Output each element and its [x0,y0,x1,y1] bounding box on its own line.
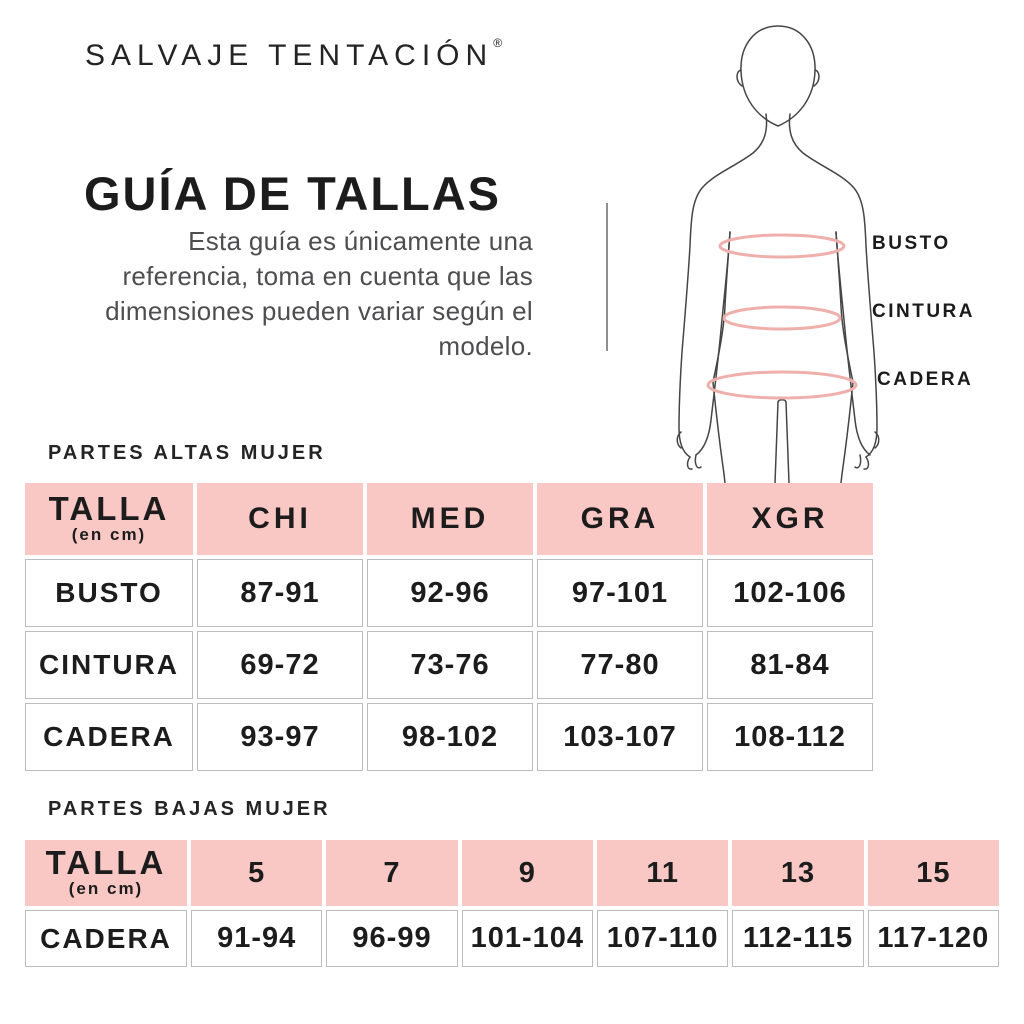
size-col-header-11: 11 [596,840,729,906]
table-row-cintura: CINTURA 69-72 73-76 77-80 81-84 [25,631,873,699]
size-range-cell: 103-107 [537,703,703,771]
table-header-row: TALLA (en cm) 5 7 9 11 13 15 [25,840,999,906]
size-col-header-med: MED [367,483,533,555]
measure-row-label: CADERA [25,910,187,967]
size-col-header-gra: GRA [537,483,703,555]
unit-label: (en cm) [68,879,144,898]
size-range-cell: 73-76 [367,631,533,699]
size-col-header-7: 7 [326,840,458,906]
guide-description: Esta guía es únicamente una referencia, … [105,226,533,361]
unit-label: (en cm) [71,525,147,544]
measure-row-label: CINTURA [25,631,193,699]
table-row-busto: BUSTO 87-91 92-96 97-101 102-106 [25,559,873,627]
hip-measure-line [706,370,858,400]
registered-mark: ® [493,36,503,50]
size-range-cell: 101-104 [461,910,593,967]
bust-label: BUSTO [872,233,951,254]
table-row-cadera: CADERA 93-97 98-102 103-107 108-112 [25,703,873,771]
size-range-cell: 92-96 [367,559,533,627]
talla-label: TALLA [45,844,167,881]
bust-measure-line [718,233,846,259]
size-col-header-15: 15 [867,840,999,906]
size-range-cell: 97-101 [537,559,703,627]
size-range-cell: 112-115 [732,910,864,967]
waist-label: CINTURA [872,301,975,322]
size-range-cell: 69-72 [197,631,363,699]
measure-row-label: BUSTO [25,559,193,627]
talla-label: TALLA [48,490,170,527]
talla-header-cell: TALLA (en cm) [25,840,187,906]
size-range-cell: 93-97 [197,703,363,771]
talla-header-cell: TALLA (en cm) [25,483,193,555]
upper-parts-table-title: PARTES ALTAS MUJER [48,442,326,464]
size-range-cell: 117-120 [867,910,999,967]
lower-parts-table-title: PARTES BAJAS MUJER [48,798,331,820]
size-range-cell: 102-106 [707,559,873,627]
size-col-header-chi: CHI [197,483,363,555]
measure-row-label: CADERA [25,703,193,771]
size-col-header-5: 5 [191,840,323,906]
size-range-cell: 91-94 [191,910,323,967]
size-col-header-xgr: XGR [707,483,873,555]
table-row-cadera: CADERA 91-94 96-99 101-104 107-110 112-1… [25,910,999,967]
brand-logo: SALVAJE TENTACIÓN® [85,36,502,73]
size-range-cell: 87-91 [197,559,363,627]
size-range-cell: 81-84 [707,631,873,699]
female-body-outline-icon [676,25,880,484]
body-outline [676,25,880,484]
upper-parts-size-table: TALLA (en cm) CHI MED GRA XGR BUSTO 87-9… [21,479,877,775]
vertical-divider [606,203,608,351]
size-range-cell: 107-110 [596,910,729,967]
page-title: GUÍA DE TALLAS [84,167,502,220]
size-range-cell: 96-99 [326,910,458,967]
size-range-cell: 108-112 [707,703,873,771]
table-header-row: TALLA (en cm) CHI MED GRA XGR [25,483,873,555]
size-range-cell: 77-80 [537,631,703,699]
waist-measure-line [722,305,842,331]
size-range-cell: 98-102 [367,703,533,771]
brand-name: SALVAJE TENTACIÓN [85,39,494,72]
size-col-header-13: 13 [732,840,864,906]
lower-parts-size-table: TALLA (en cm) 5 7 9 11 13 15 CADERA 91-9… [21,836,1003,971]
hip-label: CADERA [877,369,974,390]
size-col-header-9: 9 [461,840,593,906]
